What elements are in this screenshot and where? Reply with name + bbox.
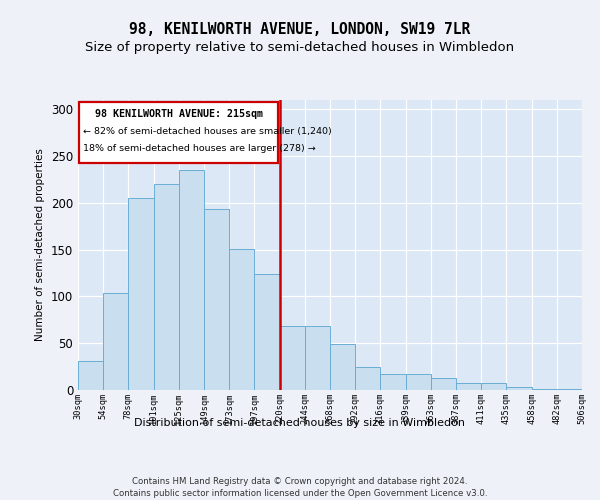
Bar	[406, 374, 431, 390]
Bar	[330, 344, 355, 390]
Bar	[506, 387, 532, 390]
Bar	[229, 248, 254, 390]
Bar	[204, 210, 229, 390]
Text: ← 82% of semi-detached houses are smaller (1,240): ← 82% of semi-detached houses are smalle…	[83, 128, 332, 136]
Bar	[179, 170, 204, 390]
Bar	[456, 384, 481, 390]
Text: 18% of semi-detached houses are larger (278) →: 18% of semi-detached houses are larger (…	[83, 144, 316, 153]
Bar	[254, 274, 280, 390]
FancyBboxPatch shape	[79, 102, 278, 162]
Bar	[78, 361, 103, 390]
Bar	[355, 366, 380, 390]
Bar	[280, 326, 305, 390]
Bar	[532, 389, 557, 390]
Bar	[128, 198, 154, 390]
Bar	[305, 326, 330, 390]
Text: Distribution of semi-detached houses by size in Wimbledon: Distribution of semi-detached houses by …	[134, 418, 466, 428]
Bar	[481, 384, 506, 390]
Text: 98, KENILWORTH AVENUE, LONDON, SW19 7LR: 98, KENILWORTH AVENUE, LONDON, SW19 7LR	[130, 22, 470, 38]
Text: Contains HM Land Registry data © Crown copyright and database right 2024.
Contai: Contains HM Land Registry data © Crown c…	[113, 477, 487, 498]
Y-axis label: Number of semi-detached properties: Number of semi-detached properties	[35, 148, 46, 342]
Bar	[103, 292, 128, 390]
Text: 98 KENILWORTH AVENUE: 215sqm: 98 KENILWORTH AVENUE: 215sqm	[95, 110, 263, 120]
Bar	[154, 184, 179, 390]
Bar	[557, 389, 582, 390]
Bar	[380, 374, 406, 390]
Text: Size of property relative to semi-detached houses in Wimbledon: Size of property relative to semi-detach…	[85, 41, 515, 54]
Bar	[431, 378, 456, 390]
